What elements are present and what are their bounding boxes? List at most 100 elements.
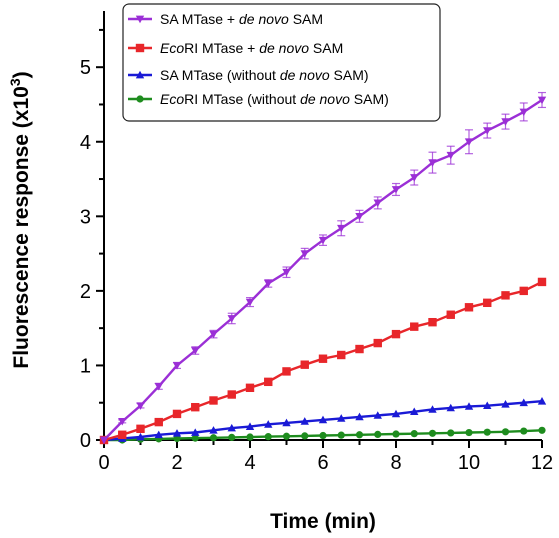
marker-triangle-up	[227, 423, 236, 432]
series-layer	[99, 91, 547, 445]
marker-circle	[501, 428, 510, 436]
marker-triangle-up	[483, 401, 492, 410]
marker-triangle-down	[391, 186, 401, 194]
marker-triangle-up	[464, 402, 474, 410]
marker-triangle-down	[355, 212, 364, 221]
marker-square	[154, 417, 163, 427]
legend-label: EcoRI MTase (without de novo SAM)	[160, 91, 389, 107]
marker-circle	[374, 430, 382, 439]
marker-circle	[282, 432, 291, 440]
marker-square	[391, 329, 401, 339]
x-tick-label: 12	[531, 452, 553, 474]
legend-label: EcoRI MTase + de novo SAM	[160, 40, 343, 56]
marker-circle	[209, 434, 218, 442]
marker-triangle-down	[501, 118, 510, 126]
legend-label-part: Eco	[160, 40, 184, 56]
marker-triangle-up	[373, 411, 382, 419]
legend-label-part: RI MTase (without	[184, 91, 300, 107]
legend-label: SA MTase (without de novo SAM)	[160, 67, 369, 83]
marker-triangle-down	[227, 315, 236, 323]
marker-square	[410, 322, 419, 331]
marker-triangle-down	[191, 347, 200, 355]
marker-square	[191, 402, 200, 412]
legend-label-part: RI MTase +	[184, 40, 259, 56]
marker-triangle-up	[136, 432, 145, 441]
marker-triangle-up	[154, 430, 163, 439]
legend-label: SA MTase + de novo SAM	[160, 11, 323, 27]
series-2	[99, 277, 547, 445]
marker-square	[355, 344, 364, 354]
marker-circle	[538, 426, 546, 434]
y-axis-title: Fluorescence response (x103)	[7, 71, 33, 368]
legend-label-part: de novo	[280, 67, 330, 83]
marker-triangle-down	[264, 280, 273, 288]
marker-square	[209, 396, 218, 405]
y-axis-title-superscript: 3	[7, 78, 23, 86]
marker-triangle-down	[154, 382, 163, 391]
legend-label-part: SAM)	[350, 91, 389, 107]
x-tick-label: 0	[98, 452, 109, 474]
marker-triangle-down	[537, 96, 547, 105]
marker-circle	[465, 428, 473, 437]
marker-square	[227, 390, 236, 399]
legend-item-2: EcoRI MTase + de novo SAM	[128, 40, 343, 56]
marker-triangle-up	[337, 414, 346, 422]
marker-triangle-up	[537, 397, 547, 405]
marker-square	[245, 383, 255, 393]
marker-triangle-down	[373, 199, 382, 208]
marker-triangle-down	[245, 298, 255, 307]
y-axis-ticks: 0 1 2 3 4 5	[80, 28, 104, 452]
marker-circle	[483, 428, 491, 436]
marker-triangle-up	[501, 400, 510, 408]
marker-triangle-up	[264, 420, 273, 428]
marker-circle	[264, 433, 272, 441]
marker-square	[519, 286, 528, 296]
marker-triangle-up	[282, 418, 291, 427]
marker-square	[318, 354, 328, 363]
marker-square	[464, 303, 474, 312]
marker-circle	[173, 434, 181, 443]
marker-square	[300, 360, 309, 369]
marker-circle	[191, 434, 199, 442]
marker-triangle-up	[245, 422, 255, 430]
marker-triangle-up	[135, 70, 145, 79]
y-tick-label: 3	[80, 206, 91, 228]
marker-triangle-up	[446, 403, 455, 412]
marker-triangle-down	[282, 268, 291, 277]
legend-label-part: de novo	[259, 40, 309, 56]
legend-item-1: SA MTase + de novo SAM	[128, 11, 323, 27]
legend-box	[122, 3, 441, 122]
y-tick-label: 2	[80, 281, 91, 303]
legend-label-part: SAM	[289, 11, 323, 27]
x-axis-ticks: 0 2 4 6 8 10 12	[98, 440, 553, 474]
x-tick-label: 2	[171, 452, 182, 474]
legend-label-part: SA MTase +	[160, 11, 239, 27]
series-1	[99, 91, 547, 445]
marker-triangle-down	[172, 362, 182, 370]
x-tick-label: 4	[244, 452, 255, 474]
marker-triangle-up	[191, 428, 200, 436]
y-axis-title-end: )	[10, 71, 33, 78]
marker-square	[337, 350, 346, 360]
y-tick-label: 5	[80, 57, 91, 79]
y-axis-title-main: Fluorescence response (x10	[10, 86, 33, 368]
marker-triangle-down	[483, 127, 492, 135]
y-tick-label: 0	[80, 430, 91, 452]
marker-square	[264, 377, 273, 387]
marker-square	[501, 291, 510, 300]
marker-triangle-up	[355, 412, 364, 421]
marker-triangle-up	[410, 407, 419, 416]
x-axis-title: Time (min)	[270, 510, 376, 533]
marker-circle	[410, 430, 418, 438]
marker-triangle-down	[318, 236, 328, 245]
marker-triangle-down	[136, 402, 145, 410]
marker-circle	[428, 429, 437, 437]
marker-triangle-up	[300, 417, 309, 425]
legend-item-3: SA MTase (without de novo SAM)	[128, 67, 369, 83]
marker-circle	[301, 432, 309, 440]
legend-label-part: Eco	[160, 91, 184, 107]
legend-label-part: de novo	[300, 91, 350, 107]
marker-triangle-down	[519, 108, 528, 117]
